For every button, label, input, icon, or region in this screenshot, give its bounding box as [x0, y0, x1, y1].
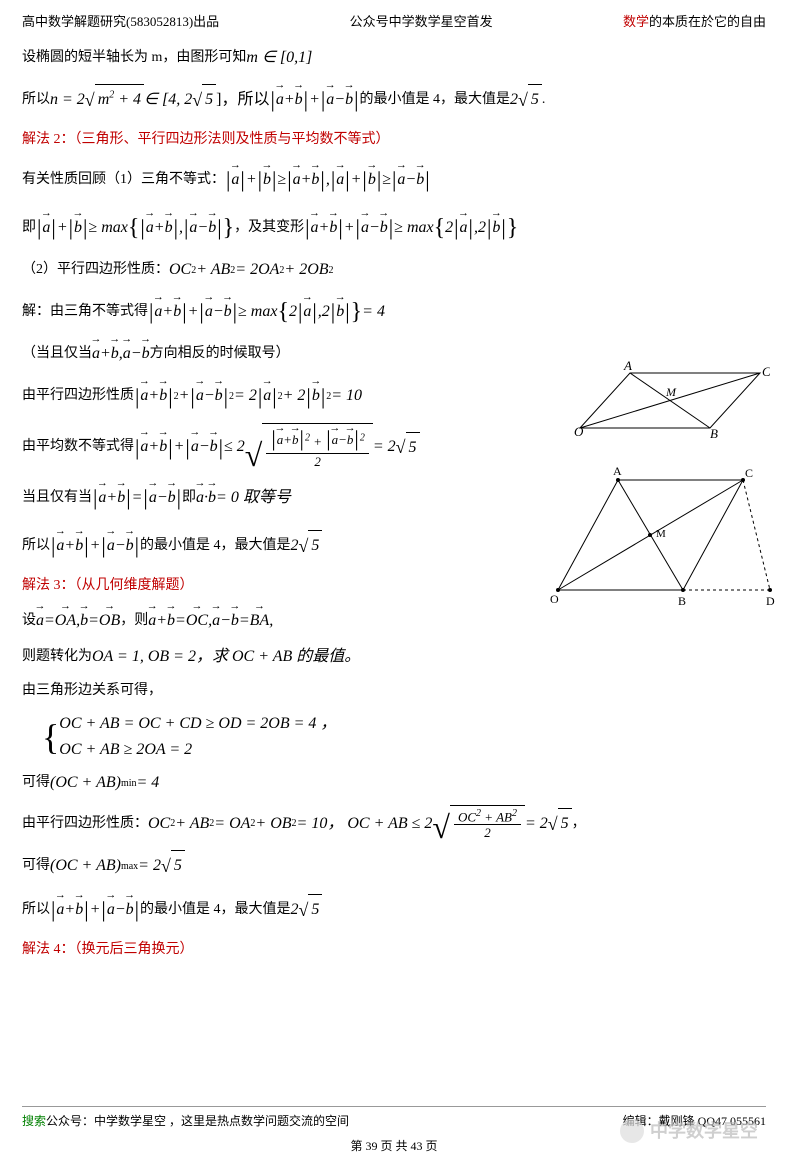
- body-line: 则题转化为 OA = 1, OB = 2，求 OC + AB 的最值。: [22, 642, 766, 672]
- page-header: 高中数学解题研究(583052813)出品 公众号中学数学星空首发 数学的本质在…: [22, 10, 766, 35]
- svg-text:C: C: [762, 364, 770, 379]
- body-line: （2）平行四边形性质： OC2 + AB2 = 2OA2 + 2OB2: [22, 255, 766, 285]
- body-line: 可得 (OC + AB)min = 4: [22, 768, 766, 798]
- svg-text:A: A: [623, 358, 632, 373]
- body-line: 所以 a + b + a − b 的最小值是 4，最大值是 2 5: [22, 889, 766, 931]
- body-line: 可得 (OC + AB)max = 2 5: [22, 849, 766, 883]
- watermark-logo-icon: [620, 1119, 644, 1143]
- body-line: 设 a = OA , b = OB ，则 a + b = OC , a − b …: [22, 606, 766, 636]
- watermark: 中学数学星空: [620, 1114, 758, 1148]
- body-line: 由平行四边形性质： OC2 + AB2 = OA2 + OB2 = 10， OC…: [22, 805, 766, 844]
- body-line: { OC + AB = OC + CD ≥ OD = 2OB = 4 ， OC …: [42, 711, 766, 762]
- svg-text:B: B: [710, 426, 718, 438]
- math-expr: m ∈ [0,1]: [246, 43, 312, 73]
- footer-left: 搜索公众号：中学数学星空 ，这里是热点数学问题交流的空间: [22, 1110, 349, 1133]
- header-left: 高中数学解题研究(583052813)出品: [22, 10, 219, 35]
- body-line: 设椭圆的短半轴长为 m，由图形可知 m ∈ [0,1]: [22, 43, 766, 73]
- svg-text:A: A: [613, 465, 622, 478]
- svg-text:O: O: [574, 424, 584, 438]
- svg-text:D: D: [766, 594, 775, 608]
- svg-text:C: C: [745, 466, 753, 480]
- cases-block: { OC + AB = OC + CD ≥ OD = 2OB = 4 ， OC …: [42, 711, 336, 762]
- header-middle: 公众号中学数学星空首发: [350, 10, 493, 35]
- svg-text:M: M: [665, 385, 677, 399]
- header-right: 数学的本质在於它的自由: [623, 10, 766, 35]
- parallelogram-diagram-2: O A C B D M: [548, 465, 778, 610]
- body-line: 解：由三角不等式得 a + b + a − b ≥ max { 2 a , 2 …: [22, 291, 766, 333]
- body-line: 即 a + b ≥ max { a + b , a − b } ，及其变形 a …: [22, 207, 766, 249]
- solution-heading-4: 解法 4：（换元后三角换元）: [22, 937, 766, 964]
- body-line: 所以 n = 2 m2 + 4 ∈ [4, 2 5 ]，所以 a + b + a…: [22, 79, 766, 121]
- body-line: 有关性质回顾（1）三角不等式： a + b ≥ a + b , a + b ≥ …: [22, 159, 766, 201]
- body-line: 由三角形边关系可得，: [22, 678, 766, 705]
- sqrt-expr: m2 + 4: [85, 83, 144, 117]
- big-sqrt: √ a + b2 + a − b2 2: [245, 423, 373, 471]
- solution-heading-2: 解法 2：（三角形、平行四边形法则及性质与平均数不等式）: [22, 127, 766, 154]
- svg-text:B: B: [678, 594, 686, 608]
- svg-text:M: M: [656, 528, 666, 540]
- parallelogram-diagram-1: O A B C M: [570, 358, 770, 438]
- svg-text:O: O: [550, 592, 559, 606]
